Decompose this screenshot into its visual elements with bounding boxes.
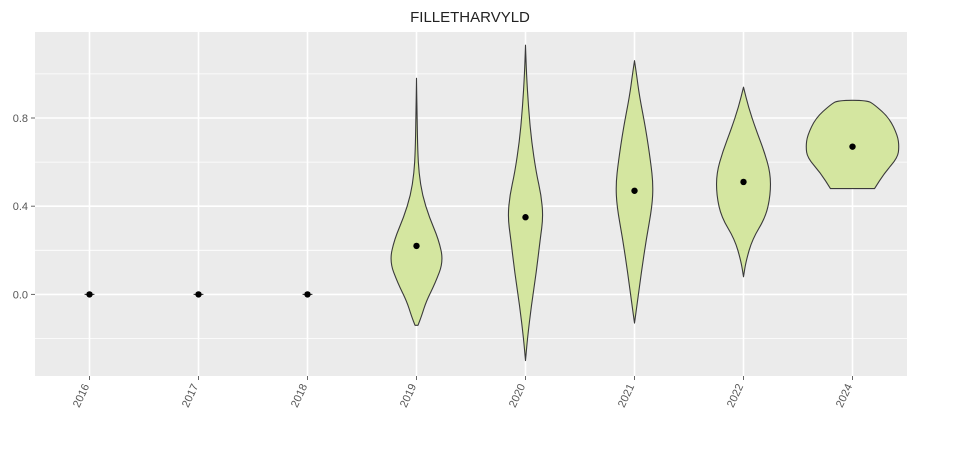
median-point-2022 [740,178,747,186]
x-tick-label: 2017 [180,382,201,409]
median-point-2017 [195,291,202,298]
y-tick-label: 0.0 [13,289,28,301]
x-tick-label: 2022 [725,382,746,409]
median-point-2024 [849,143,856,150]
median-point-2016 [86,291,93,298]
x-tick-label: 2018 [289,382,310,409]
median-point-2019 [413,242,420,250]
violins [84,44,900,362]
y-tick-label: 0.8 [13,113,28,125]
median-point-2021 [631,187,638,194]
x-tick-label: 2019 [398,382,419,409]
median-point-2020 [522,214,529,221]
x-tick-label: 2021 [616,382,637,409]
chart-title: FILLETHARVYLD [410,9,530,26]
y-axis: 0.0 0.4 0.8 [13,113,35,301]
violin-2019 [390,77,443,326]
x-tick-label: 2016 [71,382,92,409]
median-point-2018 [304,291,311,298]
y-tick-label: 0.4 [13,201,28,213]
x-tick-label: 2020 [507,382,528,409]
plot-panel [35,32,907,376]
x-tick-label: 2024 [834,382,855,409]
violin-2020 [507,44,544,362]
x-axis: 2016 2017 2018 2019 2020 2021 2022 2024 [71,376,855,409]
